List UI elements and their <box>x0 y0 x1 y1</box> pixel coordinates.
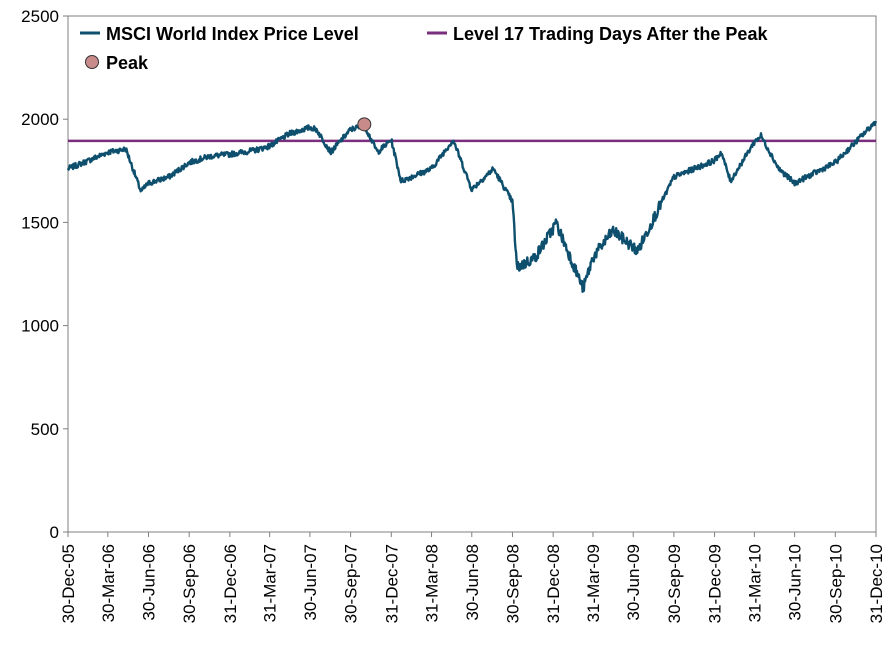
plot-frame <box>67 15 877 533</box>
x-axis: 30-Dec-05 30-Mar-06 30-Jun-06 30-Sep-06 31-D… <box>59 532 886 623</box>
x-tick-label: 31-Mar-09 <box>584 544 603 622</box>
x-tick-label: 30-Sep-10 <box>826 544 845 623</box>
x-tick-label: 31-Dec-08 <box>544 544 563 623</box>
y-tick-label: 2500 <box>21 7 59 26</box>
x-tick-label: 31-Mar-10 <box>745 544 764 622</box>
legend-label-level: Level 17 Trading Days After the Peak <box>453 24 768 44</box>
y-tick-label: 2000 <box>21 110 59 129</box>
plot-area <box>66 15 878 533</box>
legend-label-index: MSCI World Index Price Level <box>106 24 359 44</box>
y-tick-label: 1500 <box>21 213 59 232</box>
legend-swatch-peak <box>85 55 99 69</box>
x-tick-label: 30-Jun-10 <box>786 544 805 621</box>
x-tick-label: 30-Jun-07 <box>301 544 320 621</box>
index-line <box>66 120 878 293</box>
x-tick-label: 30-Sep-06 <box>180 544 199 623</box>
legend-label-peak: Peak <box>106 53 149 73</box>
x-tick-label: 30-Jun-09 <box>624 544 643 621</box>
y-tick-label: 1000 <box>21 317 59 336</box>
x-tick-label: 30-Mar-06 <box>99 544 118 622</box>
x-tick-label: 30-Sep-07 <box>342 544 361 623</box>
x-tick-label: 31-Mar-08 <box>423 544 442 622</box>
legend: MSCI World Index Price Level Level 17 Tr… <box>80 24 768 73</box>
x-tick-label: 30-Dec-05 <box>59 544 78 623</box>
x-tick-label: 31-Mar-07 <box>261 544 280 622</box>
x-tick-label: 30-Jun-08 <box>463 544 482 621</box>
x-tick-label: 30-Sep-09 <box>665 544 684 623</box>
x-tick-label: 30-Sep-08 <box>503 544 522 623</box>
peak-marker <box>357 117 372 132</box>
x-tick-label: 31-Dec-07 <box>382 544 401 623</box>
x-tick-label: 31-Dec-10 <box>867 544 886 623</box>
x-tick-label: 31-Dec-09 <box>706 544 725 623</box>
y-tick-label: 0 <box>50 523 59 542</box>
y-tick-label: 500 <box>31 420 59 439</box>
x-tick-label: 31-Dec-06 <box>221 544 240 623</box>
x-tick-label: 30-Jun-06 <box>139 544 158 621</box>
y-axis: 0 500 1000 1500 2000 2500 <box>21 7 68 542</box>
